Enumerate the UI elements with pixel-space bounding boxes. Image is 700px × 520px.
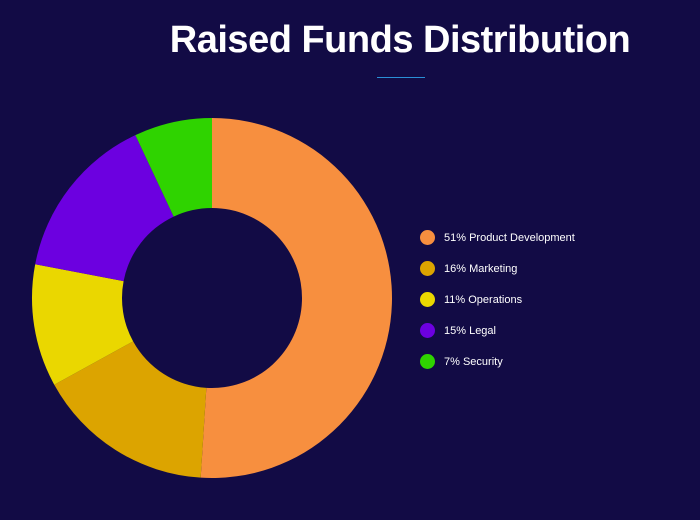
legend-swatch: [420, 230, 435, 245]
slice-legal: [35, 135, 174, 282]
legend-item: 16% Marketing: [420, 253, 575, 284]
legend-swatch: [420, 323, 435, 338]
donut-slices: [31, 118, 392, 478]
legend-swatch: [420, 292, 435, 307]
slice-security: [135, 118, 212, 217]
legend-label: 51% Product Development: [444, 231, 575, 244]
chart-legend: 51% Product Development 16% Marketing 11% …: [420, 222, 575, 377]
legend-swatch: [420, 354, 435, 369]
legend-item: 11% Operations: [420, 284, 575, 315]
slice-operations: [31, 264, 134, 385]
legend-label: 11% Operations: [444, 293, 523, 306]
legend-item: 7% Security: [420, 346, 575, 377]
title-underline: [377, 77, 425, 78]
slice-marketing: [54, 341, 207, 478]
legend-swatch: [420, 261, 435, 276]
legend-label: 7% Security: [444, 355, 503, 368]
legend-label: 16% Marketing: [444, 262, 518, 275]
legend-item: 51% Product Development: [420, 222, 575, 253]
legend-label: 15% Legal: [444, 324, 496, 337]
chart-title: Raised Funds Distribution: [169, 19, 631, 61]
legend-item: 15% Legal: [420, 315, 575, 346]
slice-product-development: [200, 118, 392, 478]
